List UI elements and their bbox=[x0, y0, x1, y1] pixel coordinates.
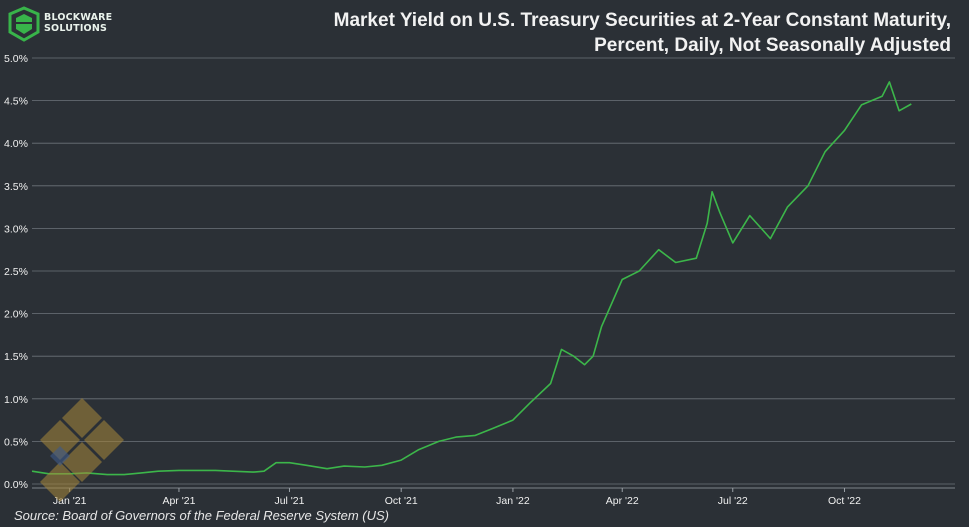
x-tick-labels: Jan '21 Apr '21 Jul '21 Oct '21 Jan '22 Apr '… bbox=[53, 495, 861, 507]
y-tick-label: 3.0% bbox=[4, 223, 28, 235]
y-tick-label: 1.5% bbox=[4, 351, 28, 363]
y-tick-label: 5.0% bbox=[4, 53, 28, 65]
series-line-2yr-yield bbox=[31, 81, 912, 476]
cube-icon bbox=[8, 6, 40, 42]
chart-title-line1: Market Yield on U.S. Treasury Securities… bbox=[333, 10, 951, 31]
chart-title: Market Yield on U.S. Treasury Securities… bbox=[334, 8, 951, 58]
logo-line2: SOLUTIONS bbox=[44, 23, 108, 34]
y-tick-label: 1.0% bbox=[4, 394, 28, 406]
x-tick-label: Jan '22 bbox=[496, 495, 530, 507]
y-tick-label: 3.5% bbox=[4, 181, 28, 193]
x-tick-label: Oct '21 bbox=[385, 495, 418, 507]
x-tick-label: Apr '21 bbox=[162, 495, 195, 507]
source-note: Source: Board of Governors of the Federa… bbox=[14, 508, 389, 523]
logo-text: BLOCKWARE SOLUTIONS bbox=[44, 12, 112, 34]
y-tick-label: 2.5% bbox=[4, 266, 28, 278]
y-axis: 0.0% 0.5% 1.0% 1.5% 2.0% 2.5% 3.0% 3.5% 4.0% 4.5%… bbox=[4, 53, 28, 491]
y-tick-label: 4.0% bbox=[4, 138, 28, 150]
y-tick-label: 4.5% bbox=[4, 96, 28, 108]
chart-title-line2: Percent, Daily, Not Seasonally Adjusted bbox=[594, 35, 951, 56]
blockware-logo bbox=[8, 6, 40, 42]
x-tick-label: Apr '22 bbox=[606, 495, 639, 507]
logo-line1: BLOCKWARE bbox=[44, 12, 113, 23]
chart-gridlines bbox=[32, 57, 955, 485]
x-tick-label: Oct '22 bbox=[828, 495, 861, 507]
x-axis bbox=[32, 487, 955, 492]
x-tick-label: Jul '22 bbox=[718, 495, 748, 507]
y-tick-label: 0.5% bbox=[4, 436, 28, 448]
y-tick-label: 2.0% bbox=[4, 309, 28, 321]
y-tick-label: 0.0% bbox=[4, 479, 28, 491]
x-tick-label: Jul '21 bbox=[274, 495, 304, 507]
watermark-icon bbox=[40, 398, 124, 502]
